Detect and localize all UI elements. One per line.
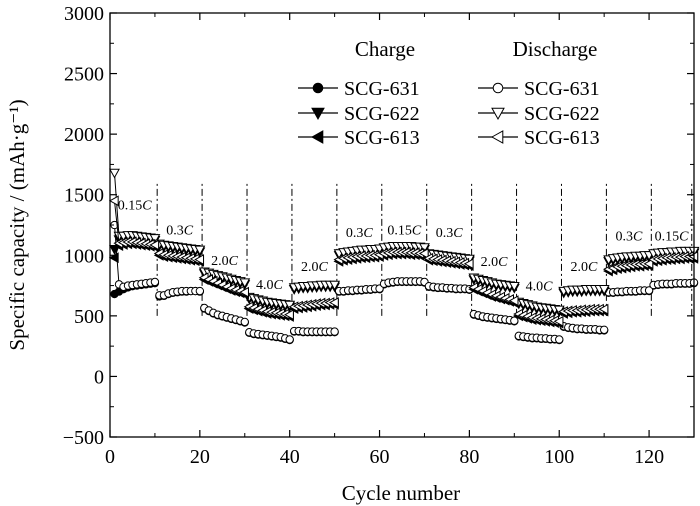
data-point-scg-613-discharge [508, 295, 519, 307]
legend-header-discharge: Discharge [513, 37, 598, 61]
legend-entry: SCG-631 [344, 78, 420, 100]
rate-label: 0.15C [118, 198, 153, 213]
data-point-scg-613-discharge [553, 315, 564, 327]
data-point-scg-613-discharge [149, 239, 160, 251]
rate-label: 0.15C [387, 224, 422, 239]
y-tick-label: 1000 [64, 245, 104, 267]
y-tick-label: 1500 [64, 185, 104, 207]
data-point-scg-631-discharge [510, 316, 519, 325]
x-tick-label: 100 [544, 446, 574, 468]
y-axis-title: Specific capacity / (mAh·g⁻¹) [5, 99, 29, 350]
data-point-scg-613-discharge [284, 309, 294, 321]
x-axis-title: Cycle number [342, 481, 460, 505]
rate-label: 0.3C [436, 226, 464, 241]
data-point-scg-622-discharge [239, 278, 251, 289]
data-point-scg-613-discharge [643, 258, 654, 270]
y-tick-label: 500 [74, 306, 104, 328]
data-point-scg-631-discharge [150, 277, 160, 287]
legend-marker [492, 82, 504, 94]
x-tick-label: 120 [634, 446, 664, 468]
data-point-scg-613-discharge [108, 195, 119, 207]
legend-marker [490, 130, 504, 144]
legend-marker [310, 130, 324, 144]
series-scg-631-discharge [110, 220, 699, 344]
legend-entry: SCG-622 [524, 103, 600, 125]
rate-label: 2.0C [481, 255, 509, 270]
data-point-scg-613-discharge [194, 254, 205, 265]
rate-label: 0.15C [655, 230, 690, 245]
series-scg-622-discharge [109, 168, 700, 316]
data-point-scg-613-discharge [598, 303, 609, 315]
legend-entry: SCG-613 [344, 127, 420, 149]
rate-label: 2.0C [301, 260, 329, 275]
legend-entry: SCG-613 [524, 127, 600, 149]
rate-label: 4.0C [256, 278, 284, 293]
axis-ticks: 0 20 40 60 80 100 120−500050010001500200025003… [63, 3, 694, 468]
rate-label: 0.3C [346, 226, 374, 241]
data-point-scg-631-discharge [599, 325, 609, 334]
data-point-scg-631-discharge [285, 335, 294, 344]
data-point-scg-622-discharge [194, 245, 206, 256]
rate-label: 4.0C [526, 279, 554, 294]
x-tick-label: 20 [190, 446, 210, 468]
data-point-scg-631-discharge [330, 327, 339, 336]
data-point-scg-613-discharge [328, 297, 339, 308]
data-point-scg-631-discharge [555, 335, 564, 344]
legend-entry: SCG-622 [344, 103, 420, 125]
data-point-scg-622-discharge [419, 243, 430, 254]
x-tick-label: 60 [370, 446, 390, 468]
y-tick-label: 0 [94, 366, 104, 388]
data-point-scg-622-discharge [149, 234, 161, 244]
data-point-scg-631-discharge [644, 286, 654, 295]
y-tick-label: −500 [63, 427, 104, 449]
legend-marker [491, 107, 505, 121]
x-tick-label: 80 [459, 446, 479, 468]
x-tick-label: 0 [105, 446, 115, 468]
y-tick-label: 3000 [64, 3, 104, 25]
legend-marker [312, 82, 324, 94]
y-tick-label: 2000 [64, 124, 104, 146]
legend-entry: SCG-631 [524, 78, 600, 100]
data-point-scg-622-discharge [109, 168, 120, 179]
data-point-scg-613-discharge [239, 286, 249, 298]
legend-marker [311, 107, 325, 121]
series-layer [108, 168, 700, 345]
y-tick-label: 2500 [64, 64, 104, 86]
data-point-scg-622-discharge [598, 285, 610, 295]
rate-labels: 0.15C 0.3C 2.0C 4.0C 2.0C 0.3C 0.15C 0.3C 2.0C 4.… [118, 198, 689, 294]
rate-label: 0.3C [615, 230, 643, 245]
rate-label: 0.3C [166, 224, 194, 239]
rate-label: 2.0C [211, 254, 239, 269]
series-scg-613-discharge [108, 195, 699, 327]
data-point-scg-631-discharge [240, 317, 249, 327]
data-point-scg-631-discharge [195, 286, 205, 296]
rate-label: 2.0C [571, 260, 599, 275]
data-point-scg-613-charge [108, 252, 119, 264]
legend: Charge DischargeSCG-631SCG-622SCG-613SCG-… [298, 37, 600, 149]
data-point-scg-622-discharge [508, 281, 520, 292]
data-point-scg-613-discharge [463, 258, 474, 270]
legend-header-charge: Charge [355, 37, 415, 61]
data-point-scg-613-discharge [418, 248, 429, 259]
data-point-scg-622-discharge [329, 280, 341, 291]
x-tick-label: 40 [280, 446, 300, 468]
